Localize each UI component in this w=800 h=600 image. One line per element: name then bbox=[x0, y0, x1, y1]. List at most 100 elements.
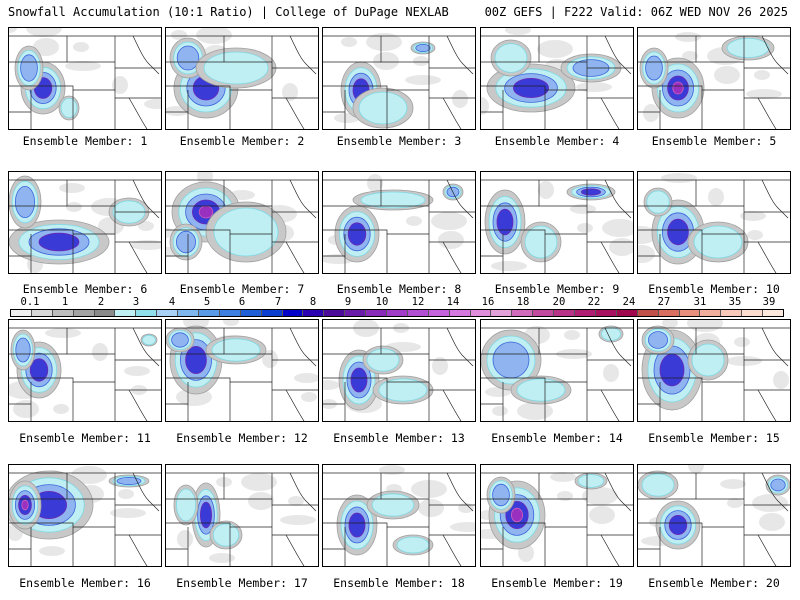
colorbar-swatch bbox=[616, 310, 638, 316]
ensemble-map-panel bbox=[8, 464, 162, 567]
snowfall-map bbox=[166, 172, 318, 273]
ensemble-member-label: Ensemble Member: 20 bbox=[648, 576, 780, 590]
colorbar-swatch bbox=[282, 310, 304, 316]
ensemble-member-label: Ensemble Member: 19 bbox=[491, 576, 623, 590]
state-boundaries bbox=[9, 179, 161, 273]
state-boundaries bbox=[9, 472, 161, 566]
ensemble-member-label: Ensemble Member: 17 bbox=[176, 576, 308, 590]
ensemble-map-panel bbox=[165, 319, 319, 422]
ensemble-member-label: Ensemble Member: 5 bbox=[651, 134, 777, 148]
colorbar-swatch bbox=[491, 310, 513, 316]
colorbar-swatch bbox=[240, 310, 262, 316]
state-boundaries bbox=[166, 179, 318, 273]
ensemble-map-panel bbox=[165, 464, 319, 567]
snowfall-contours bbox=[486, 472, 608, 550]
colorbar-tick-label: 22 bbox=[587, 296, 601, 308]
colorbar-swatch bbox=[219, 310, 241, 316]
ensemble-map-panel bbox=[637, 464, 791, 567]
colorbar-swatch bbox=[387, 310, 408, 316]
snowfall-map bbox=[481, 28, 633, 129]
ensemble-member-label: Ensemble Member: 7 bbox=[179, 282, 305, 296]
ensemble-member-label: Ensemble Member: 12 bbox=[176, 431, 308, 445]
snowfall-map bbox=[638, 320, 790, 421]
snowfall-contours bbox=[638, 470, 790, 550]
state-boundaries bbox=[481, 35, 633, 129]
colorbar-tick-label: 14 bbox=[446, 296, 460, 308]
colorbar-swatch bbox=[595, 310, 617, 316]
colorbar-swatch bbox=[763, 310, 783, 316]
snowfall-map bbox=[323, 33, 475, 129]
colorbar-swatch bbox=[658, 310, 680, 316]
snowfall-contours bbox=[9, 470, 150, 540]
colorbar-tick-label: 16 bbox=[481, 296, 495, 308]
ensemble-member-label: Ensemble Member: 18 bbox=[333, 576, 465, 590]
snowfall-contours bbox=[169, 37, 277, 119]
snowfall-contours bbox=[14, 45, 80, 121]
colorbar-tick-label: 8 bbox=[309, 296, 317, 308]
ensemble-member-label: Ensemble Member: 15 bbox=[648, 431, 780, 445]
state-boundaries bbox=[9, 327, 161, 421]
light-snow-field bbox=[643, 32, 782, 122]
state-boundaries bbox=[638, 472, 790, 566]
ensemble-map-panel bbox=[165, 171, 319, 274]
state-boundaries bbox=[323, 35, 475, 129]
colorbar-swatch bbox=[178, 310, 200, 316]
colorbar-swatch bbox=[136, 310, 158, 316]
snowfall-map bbox=[9, 327, 161, 421]
colorbar-tick-label: 2 bbox=[97, 296, 105, 308]
ensemble-map-panel bbox=[637, 319, 791, 422]
colorbar-swatch bbox=[303, 310, 325, 316]
snowfall-contours bbox=[340, 41, 436, 129]
colorbar-tick-label: 35 bbox=[728, 296, 742, 308]
snowfall-map bbox=[481, 325, 633, 421]
colorbar-swatch bbox=[721, 310, 743, 316]
snowfall-contours bbox=[639, 35, 775, 119]
colorbar-swatch bbox=[428, 310, 450, 316]
state-boundaries bbox=[166, 472, 318, 566]
colorbar-swatch bbox=[345, 310, 367, 316]
colorbar-tick-label: 5 bbox=[203, 296, 211, 308]
snowfall-contours bbox=[338, 345, 434, 411]
colorbar-tick-label: 24 bbox=[622, 296, 636, 308]
colorbar-swatch bbox=[261, 310, 283, 316]
colorbar-tick-label: 12 bbox=[411, 296, 425, 308]
state-boundaries bbox=[481, 179, 633, 273]
snowfall-contours bbox=[481, 325, 624, 405]
snowfall-map bbox=[9, 28, 161, 129]
colorbar-tick-label: 7 bbox=[274, 296, 282, 308]
snowfall-contours bbox=[334, 183, 464, 263]
snowfall-contours bbox=[10, 329, 158, 399]
snowfall-map bbox=[638, 32, 790, 129]
colorbar-swatch bbox=[366, 310, 388, 316]
colorbar-swatch bbox=[31, 310, 53, 316]
ensemble-map-panel bbox=[480, 464, 634, 567]
colorbar-tick-label: 20 bbox=[552, 296, 566, 308]
colorbar-tick-label: 1 bbox=[61, 296, 69, 308]
colorbar-swatch bbox=[575, 310, 596, 316]
light-snow-field bbox=[334, 33, 468, 123]
colorbar-tick-label: 27 bbox=[657, 296, 671, 308]
ensemble-map-panel bbox=[8, 27, 162, 130]
state-boundaries bbox=[9, 35, 161, 129]
ensemble-member-label: Ensemble Member: 8 bbox=[336, 282, 462, 296]
snowfall-map bbox=[323, 465, 475, 566]
colorbar-swatch bbox=[115, 310, 137, 316]
colorbar-swatch bbox=[637, 310, 659, 316]
state-boundaries bbox=[323, 472, 475, 566]
colorbar-tick-label: 39 bbox=[762, 296, 776, 308]
colorbar-swatch bbox=[11, 310, 32, 316]
ensemble-member-label: Ensemble Member: 6 bbox=[22, 282, 148, 296]
colorbar-tick-label: 6 bbox=[238, 296, 246, 308]
colorbar-swatch bbox=[742, 310, 764, 316]
snowfall-contours bbox=[166, 325, 267, 395]
colorbar-swatch bbox=[73, 310, 95, 316]
colorbar-swatch bbox=[157, 310, 179, 316]
colorbar-swatch bbox=[407, 310, 429, 316]
snowfall-map bbox=[638, 173, 790, 273]
state-boundaries bbox=[481, 472, 633, 566]
state-boundaries bbox=[638, 35, 790, 129]
ensemble-member-label: Ensemble Member: 1 bbox=[22, 134, 148, 148]
state-boundaries bbox=[638, 327, 790, 421]
colorbar-swatch bbox=[52, 310, 74, 316]
ensemble-member-label: Ensemble Member: 14 bbox=[491, 431, 623, 445]
